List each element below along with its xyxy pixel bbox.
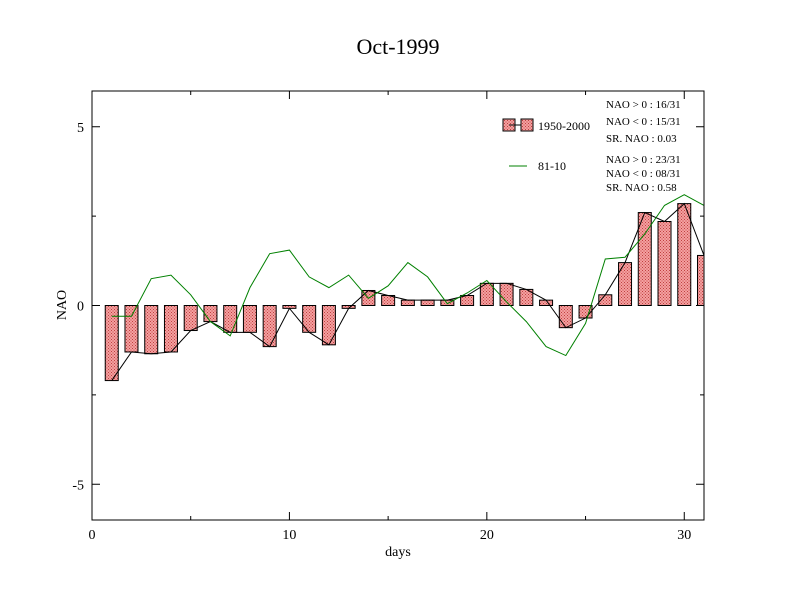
stat-1950-sr: SR. NAO : 0.03 bbox=[606, 133, 677, 145]
y-axis-label: NAO bbox=[55, 290, 70, 320]
line-series bbox=[111, 194, 705, 381]
stat-1950-pos: NAO > 0 : 16/31 bbox=[606, 99, 681, 111]
bar-day-6 bbox=[203, 305, 218, 323]
y-tick-label-0: 0 bbox=[77, 300, 84, 315]
chart-title: Oct-1999 bbox=[356, 34, 439, 59]
axes: 0 10 20 30 -5 0 5 bbox=[72, 90, 705, 543]
bar-day-3 bbox=[144, 305, 159, 355]
bar-day-11 bbox=[302, 305, 317, 333]
bar-day-30 bbox=[677, 203, 692, 306]
bar-day-12 bbox=[321, 305, 336, 346]
y-tick-label-5: 5 bbox=[77, 121, 84, 136]
stat-8110-sr: SR. NAO : 0.58 bbox=[606, 182, 677, 194]
y-tick-label--5: -5 bbox=[72, 478, 84, 493]
x-tick-label-10: 10 bbox=[282, 528, 296, 543]
stat-1950-neg: NAO < 0 : 15/31 bbox=[606, 116, 681, 128]
legend: 1950-2000 81-10 NAO > 0 : 16/31 NAO < 0 … bbox=[502, 99, 681, 194]
legend-label-1950-2000: 1950-2000 bbox=[538, 119, 590, 133]
x-tick-label-30: 30 bbox=[677, 528, 691, 543]
bar-day-1 bbox=[104, 305, 119, 382]
bar-day-16 bbox=[400, 299, 415, 307]
bar-day-8 bbox=[242, 305, 257, 333]
x-axis-label: days bbox=[385, 545, 411, 560]
bar-day-17 bbox=[420, 299, 435, 307]
line-1950-2000 bbox=[111, 202, 705, 381]
stat-8110-pos: NAO > 0 : 23/31 bbox=[606, 154, 681, 166]
legend-swatch-right bbox=[520, 118, 534, 132]
bar-day-5 bbox=[183, 305, 198, 332]
bar-day-29 bbox=[657, 220, 672, 306]
bar-day-27 bbox=[618, 262, 633, 307]
bar-day-24 bbox=[558, 305, 573, 329]
bar-day-9 bbox=[262, 305, 277, 348]
bar-day-4 bbox=[163, 305, 178, 353]
line-81-10 bbox=[111, 194, 705, 357]
x-tick-label-0: 0 bbox=[89, 528, 96, 543]
stat-8110-neg: NAO < 0 : 08/31 bbox=[606, 168, 681, 180]
bar-day-31 bbox=[697, 254, 705, 306]
bar-day-2 bbox=[124, 305, 139, 353]
x-tick-label-20: 20 bbox=[480, 528, 494, 543]
legend-label-81-10: 81-10 bbox=[538, 159, 566, 173]
bar-series-1950-2000 bbox=[104, 203, 705, 382]
bar-day-7 bbox=[223, 305, 238, 333]
bar-day-28 bbox=[637, 212, 652, 306]
